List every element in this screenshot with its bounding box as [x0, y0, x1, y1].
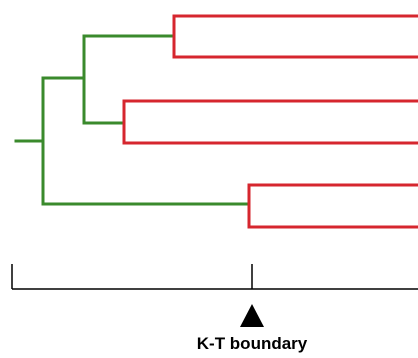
lineage-1 — [172, 14, 418, 59]
ancestral-tree — [14, 34, 251, 206]
lineage-3 — [247, 183, 418, 229]
lineage-2 — [122, 99, 418, 145]
kt-boundary-label: K-T boundary — [197, 334, 308, 353]
descendant-lineages — [122, 14, 418, 229]
timeline — [11, 264, 418, 290]
triangle-up-icon — [240, 304, 264, 327]
